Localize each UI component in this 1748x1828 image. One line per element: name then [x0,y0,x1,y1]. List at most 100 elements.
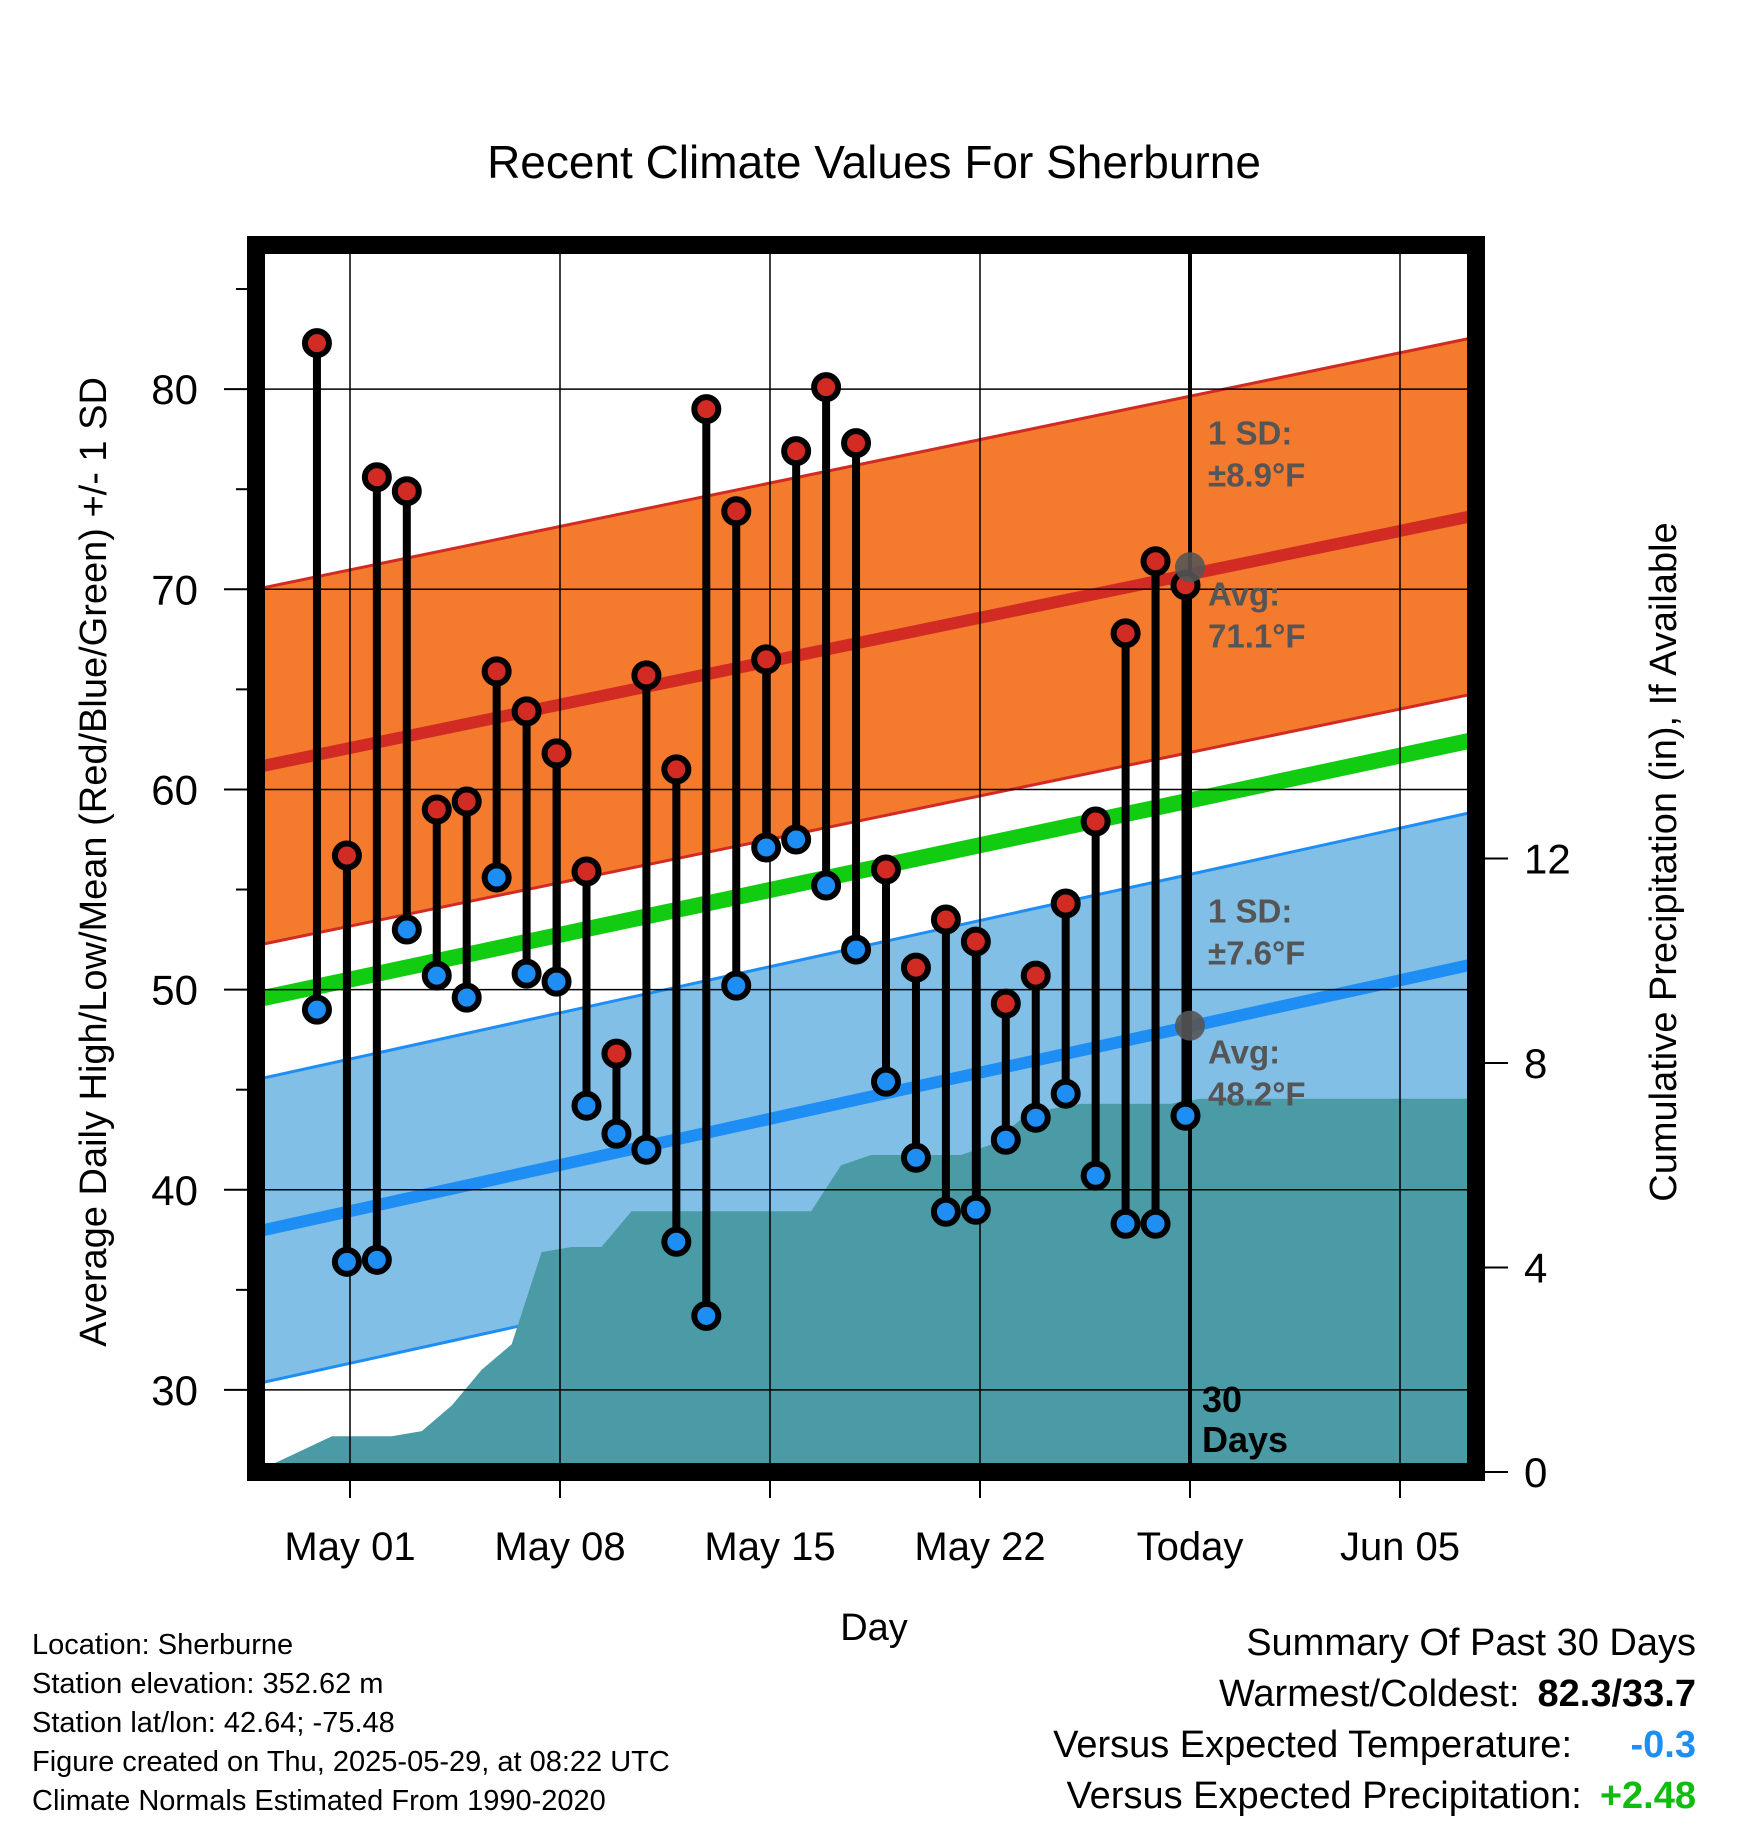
low-point [601,1118,632,1149]
high-point [751,644,782,675]
low-point [331,1246,362,1277]
low-point [930,1196,961,1227]
summary-panel: Summary Of Past 30 Days Warmest/Coldest:… [1053,1618,1696,1822]
warmest-coldest-value: 82.3/33.7 [1537,1673,1696,1715]
axes: 30 40 50 60 70 80 0 4 8 12 May 01 May 08 May 15 May 2… [151,236,1571,1569]
high-point [481,656,512,687]
low-point [661,1226,692,1257]
temp-anomaly-label: Versus Expected Temperature: [1053,1724,1572,1766]
y2-tick-label: 12 [1524,836,1571,883]
location-text: Location: Sherburne [32,1629,294,1661]
low-point [1170,1100,1201,1131]
x-tick-label: May 22 [914,1525,1045,1569]
x-tick-label: May 01 [284,1525,415,1569]
high-point [1050,888,1081,919]
y2-axis-label: Cumulative Precipitation (in), If Availa… [1643,522,1685,1201]
high-point [361,462,392,493]
high-point [1140,546,1171,577]
elevation-text: Station elevation: 352.62 m [32,1668,384,1700]
high-point [811,372,842,403]
summary-title: Summary Of Past 30 Days [1246,1622,1696,1664]
normals-text: Climate Normals Estimated From 1990-2020 [32,1785,606,1817]
high-point [990,988,1021,1019]
x-tick-label: May 08 [494,1525,625,1569]
y-tick-label: 30 [151,1367,198,1414]
y-tick-label: 60 [151,766,198,813]
plot-frame [247,236,1485,1481]
high-point [871,854,901,885]
high-point [601,1038,632,1069]
low-point [1080,1160,1111,1191]
y2-tick-label: 0 [1524,1449,1547,1496]
plot-content: 1 SD: ±8.9°F Avg: 71.1°F 1 SD: ±7.6°F Avg: 48.2… [256,245,1476,1472]
low-point [421,960,452,991]
low-point [751,832,782,863]
high-sd-label: 1 SD: [1208,415,1292,452]
low-avg-marker [1175,1010,1205,1041]
y-axis-label: Average Daily High/Low/Mean (Red/Blue/Gr… [73,377,115,1347]
temp-anomaly-value: -0.3 [1630,1724,1696,1766]
high-point [571,856,602,887]
low-point [361,1244,392,1275]
high-point [781,436,812,467]
latlon-text: Station lat/lon: 42.64; -75.48 [32,1707,395,1739]
plot-area: 1 SD: ±8.9°F Avg: 71.1°F 1 SD: ±7.6°F Avg: 48.2… [256,245,1476,1472]
high-point [960,926,991,957]
low-point [871,1066,901,1097]
low-sd-label: 1 SD: [1208,892,1292,929]
low-avg-label: Avg: [1208,1034,1280,1071]
high-point [841,428,872,459]
low-point [691,1300,722,1331]
high-point [721,496,752,527]
y-tick-label: 80 [151,366,198,413]
y-tick-label: 50 [151,967,198,1014]
y2-tick-label: 8 [1524,1040,1547,1087]
low-point [1020,1102,1051,1133]
low-point [481,862,512,893]
low-point [451,982,482,1013]
station-info: Location: Sherburne Station elevation: 3… [32,1626,670,1821]
high-point [331,840,362,871]
high-point [1110,618,1141,649]
high-point [631,660,662,691]
high-point [1020,960,1051,991]
days-window-unit: Days [1202,1419,1288,1460]
x-tick-label: May 15 [704,1525,835,1569]
precip-anomaly-value: +2.48 [1599,1775,1696,1817]
y-tick-label: 70 [151,566,198,613]
low-point [721,970,752,1001]
low-point [301,994,332,1025]
low-avg-value: 48.2°F [1208,1076,1306,1113]
warmest-coldest-label: Warmest/Coldest: [1218,1673,1520,1715]
high-avg-marker [1175,552,1205,583]
x-tick-label: Today [1137,1525,1244,1569]
high-point [421,794,452,825]
high-point [900,952,931,983]
high-point [301,328,332,359]
precip-anomaly-label: Versus Expected Precipitation: [1066,1775,1582,1817]
precip-anomaly-row: Versus Expected Precipitation: +2.48 [1053,1771,1696,1822]
warmest-coldest-row: Warmest/Coldest: 82.3/33.7 [1053,1669,1696,1720]
precip-area [256,1098,1476,1472]
high-sd-value: ±8.9°F [1208,457,1305,494]
low-point [841,934,872,965]
chart-title: Recent Climate Values For Sherburne [487,136,1261,188]
days-window-number: 30 [1202,1379,1242,1420]
low-point [781,824,812,855]
high-avg-label: Avg: [1208,575,1280,612]
temp-anomaly-row: Versus Expected Temperature: -0.3 [1053,1720,1696,1771]
low-point [1110,1208,1141,1239]
low-point [900,1142,931,1173]
y-tick-label: 40 [151,1167,198,1214]
high-point [511,696,542,727]
high-normal-line [256,509,1476,774]
low-point [990,1124,1021,1155]
high-point [661,754,692,785]
low-point [1140,1208,1171,1239]
low-sd-value: ±7.6°F [1208,934,1305,971]
low-point [571,1090,602,1121]
low-point [811,870,842,901]
low-point [391,914,422,945]
high-point [691,394,722,425]
